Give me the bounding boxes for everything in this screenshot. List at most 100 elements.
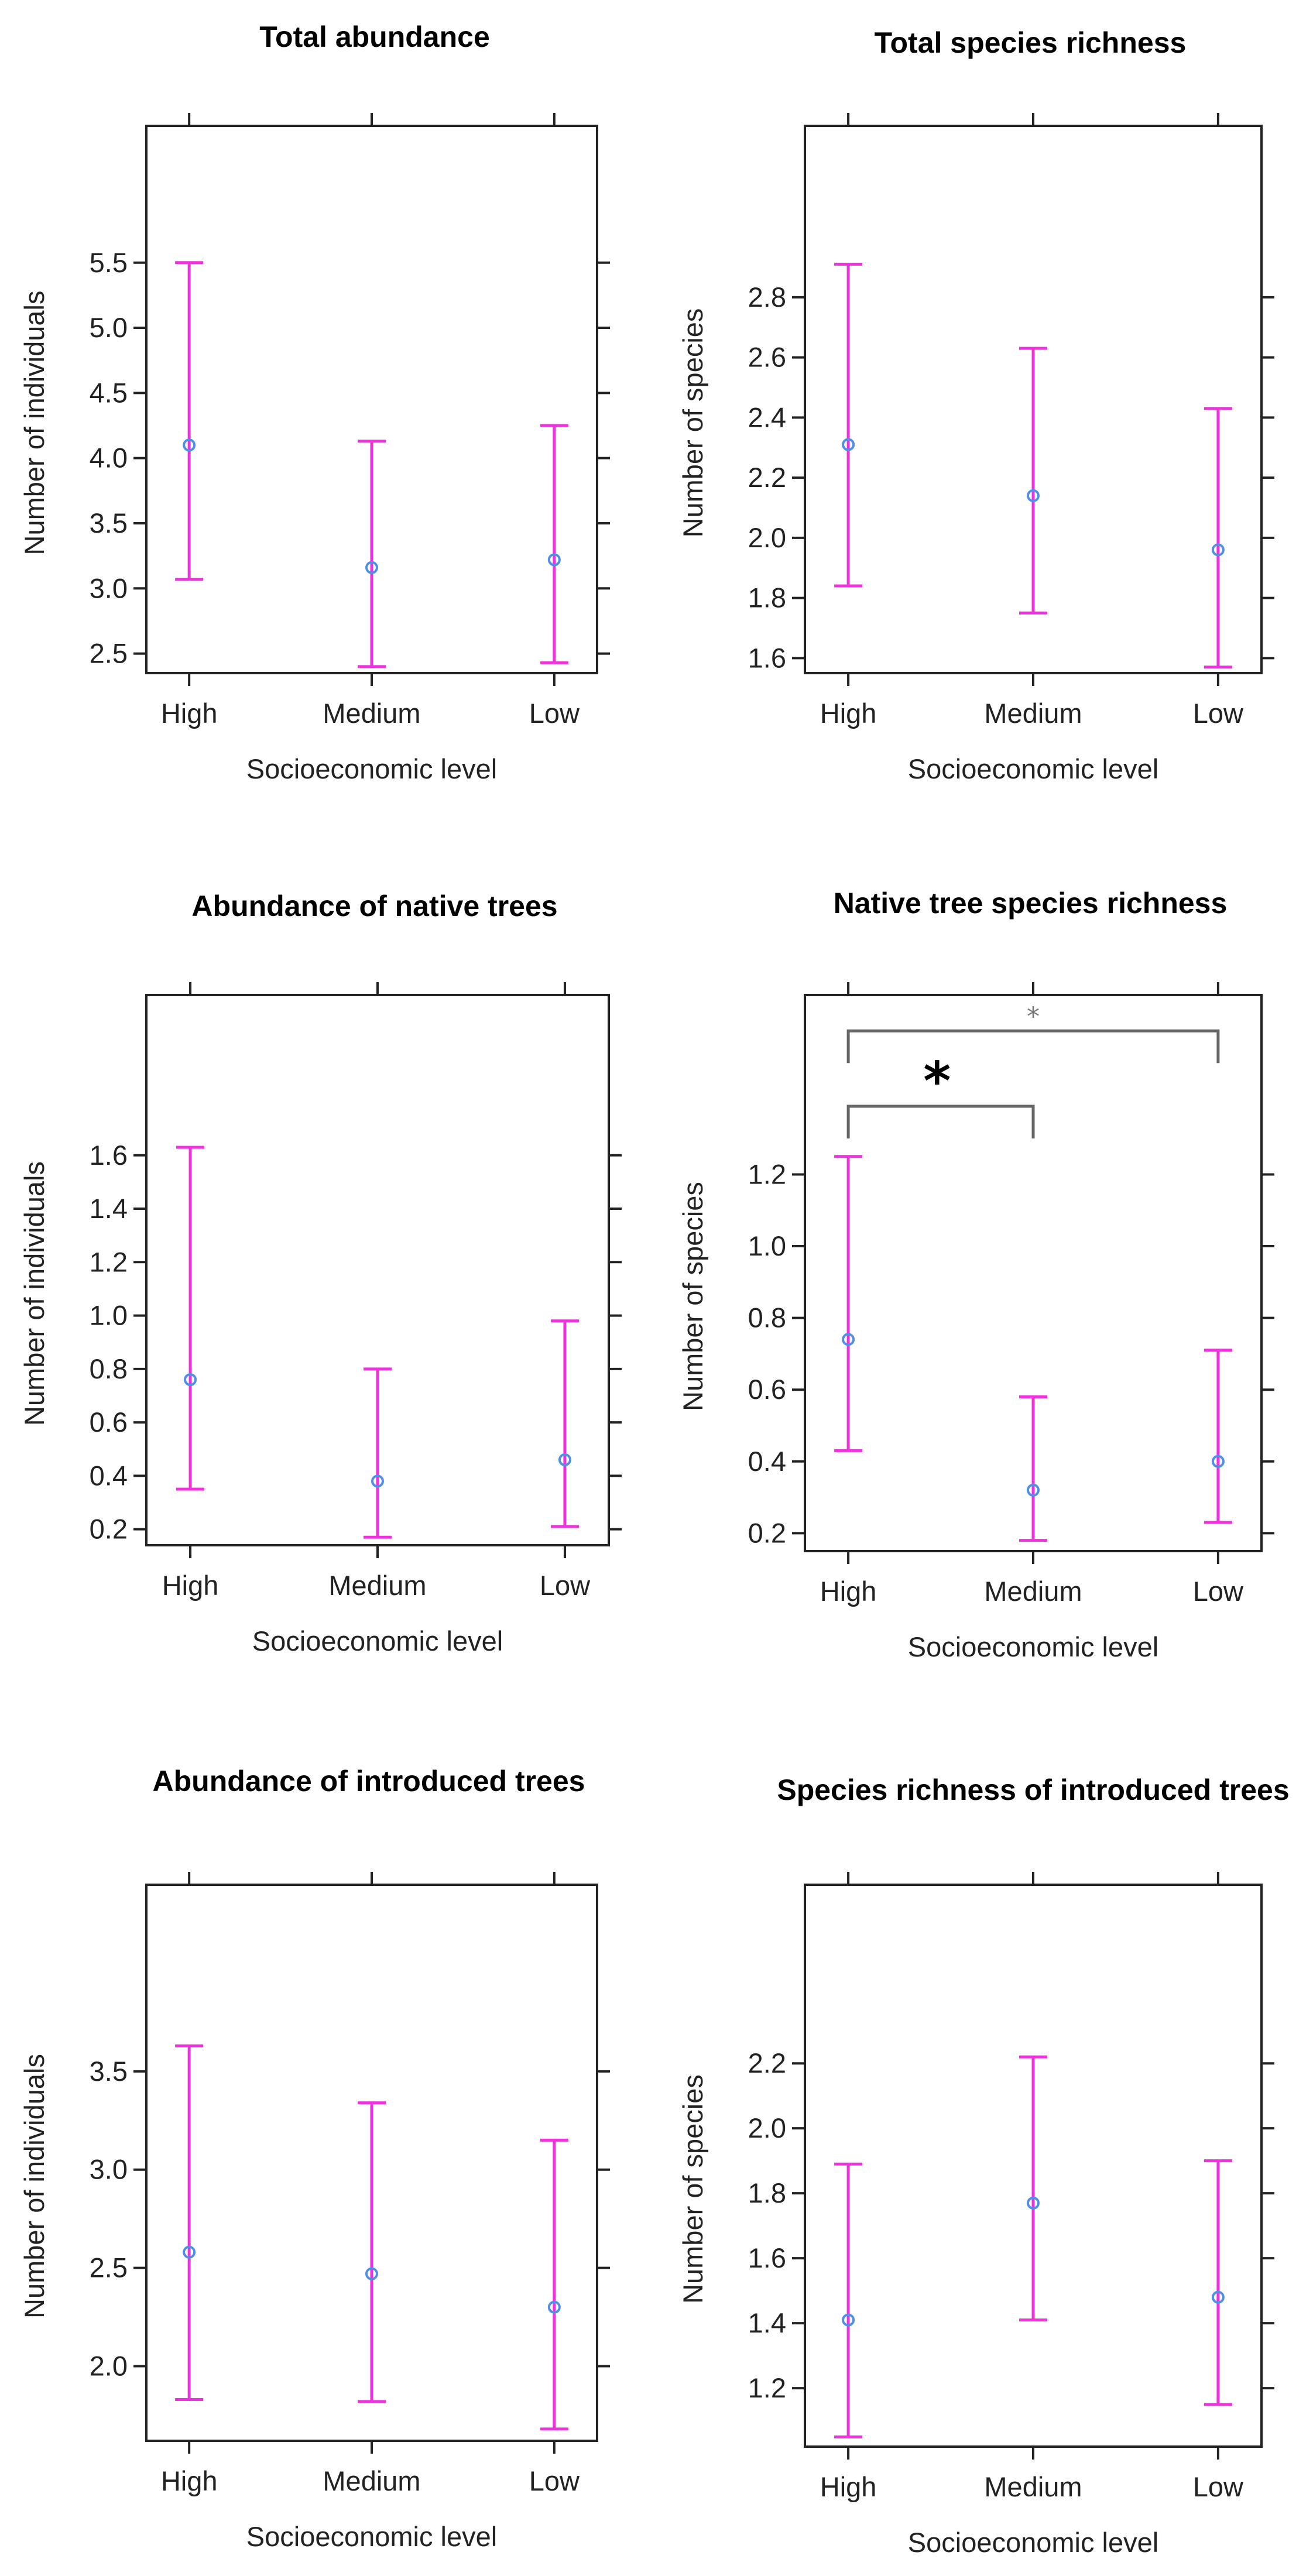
y-tick-label: 5.5 — [90, 247, 128, 278]
x-axis-label: Socioeconomic level — [908, 1631, 1158, 1662]
x-tick-label: Medium — [984, 698, 1082, 729]
y-tick-label: 0.4 — [90, 1460, 128, 1491]
y-tick-label: 4.5 — [90, 377, 128, 408]
mean-point — [1027, 1483, 1040, 1497]
x-tick-label: High — [820, 1576, 877, 1607]
y-axis-label: Number of species — [677, 1182, 708, 1411]
y-tick-label: 2.2 — [748, 2047, 786, 2078]
y-tick-label: 2.0 — [90, 2350, 128, 2381]
y-tick-label: 1.2 — [748, 2372, 786, 2403]
x-tick-label: Low — [1193, 698, 1244, 729]
mean-point — [842, 1333, 855, 1346]
chart-title: Native tree species richness — [834, 887, 1228, 920]
mean-point — [842, 438, 855, 451]
y-tick-label: 2.0 — [748, 2112, 786, 2143]
chart-panel-1: Total abundance High Medium Low 2.5 3.0 3.5 4.0… — [19, 20, 610, 784]
y-tick-label: 4.0 — [90, 443, 128, 474]
y-tick-label: 1.4 — [748, 2307, 786, 2338]
significance-label: * — [1027, 1001, 1040, 1031]
y-tick-label: 5.0 — [90, 312, 128, 343]
x-axis-label: Socioeconomic level — [246, 753, 497, 784]
chart-panel-3: Abundance of native trees High Medium Low 0.… — [19, 890, 622, 1656]
x-tick-label: Low — [529, 698, 580, 729]
mean-point — [371, 1474, 384, 1488]
y-tick-label: 1.6 — [748, 642, 786, 673]
x-tick-label: Low — [529, 2465, 580, 2496]
mean-point — [1027, 2196, 1040, 2210]
mean-point — [842, 2313, 855, 2327]
mean-point — [365, 2267, 378, 2280]
x-axis-label: Socioeconomic level — [908, 753, 1158, 784]
y-tick-label: 3.5 — [90, 2056, 128, 2087]
mean-point — [547, 553, 561, 567]
y-tick-label: 1.6 — [748, 2242, 786, 2273]
y-tick-label: 2.5 — [90, 638, 128, 669]
y-tick-label: 0.2 — [90, 1514, 128, 1545]
x-tick-label: Medium — [323, 2465, 420, 2496]
chart-title: Total abundance — [259, 20, 490, 53]
x-tick-label: Medium — [328, 1570, 426, 1601]
chart-panel-5: Abundance of introduced trees High Medium L… — [19, 1765, 610, 2552]
significance-bracket — [846, 1029, 1220, 1064]
x-tick-label: High — [820, 698, 877, 729]
y-tick-label: 1.2 — [748, 1158, 786, 1189]
y-tick-label: 3.5 — [90, 507, 128, 538]
x-tick-label: Low — [540, 1570, 591, 1601]
y-tick-label: 3.0 — [90, 2154, 128, 2185]
mean-point — [184, 1373, 197, 1387]
y-tick-label: 0.6 — [90, 1407, 128, 1438]
x-tick-label: High — [162, 1570, 219, 1601]
y-tick-label: 3.0 — [90, 572, 128, 603]
chart-title: Abundance of introduced trees — [153, 1765, 585, 1798]
mean-point — [183, 2245, 196, 2259]
mean-point — [365, 561, 378, 574]
x-axis-label: Socioeconomic level — [246, 2521, 497, 2552]
y-tick-label: 1.8 — [748, 582, 786, 613]
y-tick-label: 2.0 — [748, 522, 786, 553]
chart-panel-2: Total species richness High Medium Low 1.6 1.… — [677, 26, 1274, 784]
mean-point — [183, 438, 196, 452]
y-axis-label: Number of species — [677, 2074, 708, 2304]
y-tick-label: 1.4 — [90, 1193, 128, 1224]
y-tick-label: 2.2 — [748, 462, 786, 493]
x-tick-label: Low — [1193, 1576, 1244, 1607]
x-axis-label: Socioeconomic level — [252, 1625, 503, 1656]
chart-panel-4: Native tree species richness High Medium Lo… — [677, 887, 1274, 1662]
chart-title: Total species richness — [875, 26, 1187, 59]
mean-point — [1211, 543, 1225, 557]
mean-point — [1211, 1455, 1225, 1468]
y-tick-label: 1.6 — [90, 1140, 128, 1171]
mean-point — [1027, 489, 1040, 502]
x-axis-label: Socioeconomic level — [908, 2527, 1158, 2558]
mean-point — [558, 1453, 571, 1466]
y-tick-label: 2.4 — [748, 402, 786, 433]
x-tick-label: High — [161, 698, 218, 729]
chart-title: Abundance of native trees — [191, 890, 557, 922]
chart-title: Species richness of introduced trees — [777, 1774, 1289, 1806]
y-tick-label: 0.6 — [748, 1374, 786, 1405]
y-axis-label: Number of individuals — [19, 1161, 50, 1426]
x-tick-label: High — [161, 2465, 218, 2496]
y-axis-label: Number of individuals — [19, 291, 50, 555]
y-tick-label: 0.8 — [748, 1302, 786, 1333]
y-tick-label: 1.0 — [748, 1230, 786, 1261]
y-tick-label: 0.2 — [748, 1517, 786, 1548]
mean-point — [1211, 2290, 1225, 2304]
x-tick-label: Medium — [984, 2471, 1082, 2502]
y-tick-label: 1.2 — [90, 1246, 128, 1277]
y-tick-label: 2.5 — [90, 2252, 128, 2283]
y-axis-label: Number of species — [677, 308, 708, 538]
x-tick-label: Medium — [323, 698, 420, 729]
y-tick-label: 2.6 — [748, 342, 786, 373]
y-tick-label: 1.0 — [90, 1300, 128, 1331]
x-tick-label: Low — [1193, 2471, 1244, 2502]
y-tick-label: 0.8 — [90, 1353, 128, 1384]
significance-bracket — [846, 1105, 1035, 1138]
y-tick-label: 1.8 — [748, 2177, 786, 2208]
significance-label: * — [923, 1051, 951, 1112]
mean-point — [547, 2300, 561, 2314]
x-tick-label: High — [820, 2471, 877, 2502]
y-tick-label: 0.4 — [748, 1446, 786, 1477]
chart-panel-6: Species richness of introduced trees High… — [677, 1774, 1290, 2558]
